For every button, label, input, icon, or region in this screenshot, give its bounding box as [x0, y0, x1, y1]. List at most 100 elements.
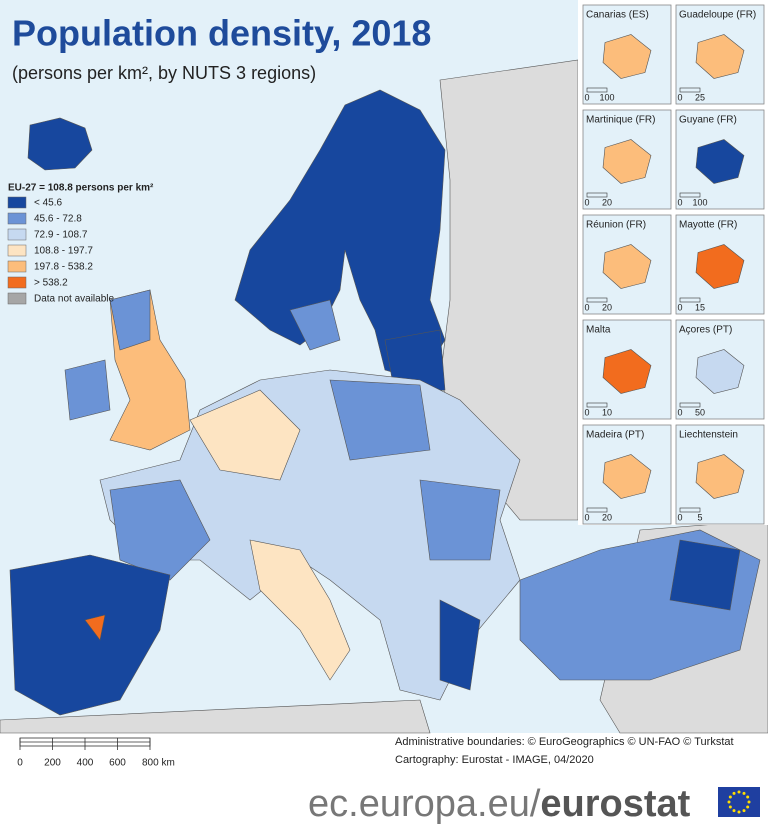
- credit: Administrative boundaries: © EuroGeograp…: [395, 736, 734, 748]
- inset-scale-label: 20: [602, 302, 612, 312]
- legend-swatch: [7, 228, 27, 241]
- star: [727, 800, 731, 804]
- scale-bar: 0 200 400 600 800 km: [17, 737, 175, 769]
- legend-swatch: [7, 260, 27, 273]
- france: [109, 479, 211, 581]
- legend-swatch: [7, 276, 27, 289]
- footer-bg: [0, 733, 768, 833]
- east-turkey: [669, 539, 741, 611]
- region: [289, 299, 341, 351]
- inset-name: Liechtenstein: [679, 430, 738, 441]
- inset-scale-label: 0: [584, 197, 589, 207]
- subtitle: (persons per km², by NUTS 3 regions): [12, 63, 316, 83]
- legend: EU-27 = 108.8 persons per km² < 45.6 45.6…: [7, 183, 154, 305]
- footer-url[interactable]: ec.europa.eu/eurostat: [308, 783, 691, 825]
- star: [737, 810, 741, 814]
- inset-name: Martinique (FR): [586, 115, 655, 126]
- inset-shape: [695, 34, 745, 79]
- iberia: [9, 554, 171, 716]
- inset-shape: [695, 139, 745, 184]
- inset-scale-label: 0: [677, 197, 682, 207]
- scale-label: 200: [44, 758, 61, 769]
- star: [746, 795, 750, 799]
- footer-brand: eurostat: [540, 783, 690, 825]
- inset-scale: [679, 507, 701, 513]
- inset-shape: [602, 34, 652, 79]
- scale-label: 400: [77, 758, 94, 769]
- benelux-germany: [189, 389, 301, 481]
- eu-stars: [727, 790, 751, 814]
- star: [732, 809, 736, 813]
- legend-swatch: [7, 212, 27, 225]
- inset-shape: [602, 349, 652, 394]
- inset-scale: [586, 297, 608, 303]
- star: [747, 800, 751, 804]
- inset-scale-label: 15: [695, 302, 705, 312]
- star: [742, 809, 746, 813]
- inset-name: Guyane (FR): [679, 115, 737, 126]
- legend-label: 108.8 - 197.7: [34, 246, 93, 257]
- scale-label: 0: [17, 758, 23, 769]
- footer-domain: ec.europa.eu/: [308, 783, 541, 825]
- scale-label: 800 km: [142, 758, 175, 769]
- inset-name: Madeira (PT): [586, 430, 644, 441]
- inset-scale: [679, 297, 701, 303]
- inset-scale-label: 20: [602, 512, 612, 522]
- star: [728, 805, 732, 809]
- iceland: [27, 117, 93, 171]
- star: [742, 791, 746, 795]
- inset-scale-label: 10: [602, 407, 612, 417]
- inset-scale-label: 50: [695, 407, 705, 417]
- inset-scale-label: 100: [599, 92, 614, 102]
- inset-scale-label: 0: [677, 92, 682, 102]
- legend-title: EU-27 = 108.8 persons per km²: [8, 183, 154, 194]
- legend-swatch: [7, 292, 27, 305]
- inset-scale: [586, 507, 608, 513]
- inset-name: Canarias (ES): [586, 10, 649, 21]
- inset-scale: [679, 87, 701, 93]
- star: [737, 790, 741, 794]
- inset-scale: [586, 192, 608, 198]
- legend-label: 197.8 - 538.2: [34, 262, 93, 273]
- inset-shape: [695, 244, 745, 289]
- legend-label: 72.9 - 108.7: [34, 230, 88, 241]
- star: [732, 791, 736, 795]
- inset-scale-label: 0: [584, 302, 589, 312]
- inset-scale-label: 20: [602, 197, 612, 207]
- inset-scale: [586, 87, 608, 93]
- title: Population density, 2018: [12, 13, 431, 54]
- inset-scale-label: 0: [677, 512, 682, 522]
- legend-label: > 538.2: [34, 278, 68, 289]
- scale-label: 600: [109, 758, 126, 769]
- map: [0, 59, 768, 734]
- inset-scale: [679, 192, 701, 198]
- legend-label: 45.6 - 72.8: [34, 214, 82, 225]
- inset-name: Guadeloupe (FR): [679, 10, 756, 21]
- italy: [249, 539, 351, 681]
- inset-shape: [602, 454, 652, 499]
- inset-name: Malta: [586, 325, 611, 336]
- inset-shape: [695, 349, 745, 394]
- inset-scale: [679, 402, 701, 408]
- inset-shape: [602, 139, 652, 184]
- inset-scale-label: 0: [584, 407, 589, 417]
- inset-scale-label: 5: [697, 512, 702, 522]
- legend-label: Data not available: [34, 294, 114, 305]
- inset-scale-label: 25: [695, 92, 705, 102]
- inset-shape: [602, 244, 652, 289]
- greece: [439, 599, 481, 691]
- inset-name: Açores (PT): [679, 325, 732, 336]
- inset-scale: [586, 402, 608, 408]
- balkans: [419, 479, 501, 561]
- credit: Cartography: Eurostat - IMAGE, 04/2020: [395, 754, 594, 766]
- legend-swatch: [7, 244, 27, 257]
- inset-shape: [695, 454, 745, 499]
- inset-name: Réunion (FR): [586, 220, 646, 231]
- poland: [329, 379, 431, 461]
- inset-scale-label: 0: [677, 302, 682, 312]
- inset-scale-label: 0: [584, 512, 589, 522]
- inset-name: Mayotte (FR): [679, 220, 737, 231]
